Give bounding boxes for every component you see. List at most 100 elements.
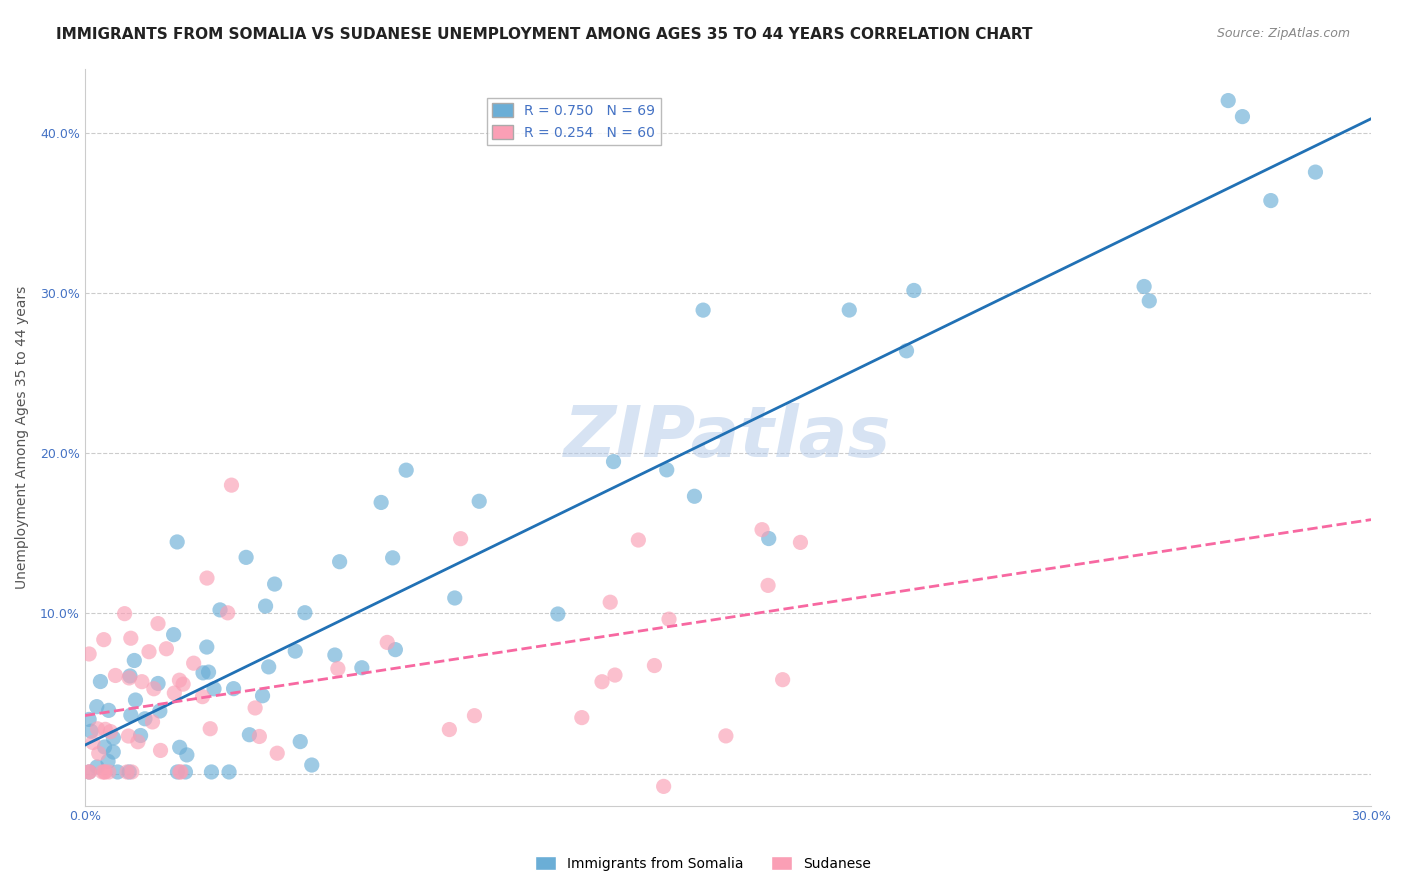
Point — [127, 735, 149, 749]
Point — [183, 656, 205, 670]
Point — [294, 606, 316, 620]
Point — [1218, 94, 1240, 108]
Point — [79, 764, 101, 779]
Point — [221, 478, 243, 492]
Point — [266, 746, 288, 760]
Point — [370, 495, 392, 509]
Point — [191, 690, 214, 704]
Point — [103, 731, 125, 745]
Point — [141, 714, 163, 729]
Point — [117, 729, 139, 743]
Point — [77, 713, 100, 727]
Point — [599, 595, 621, 609]
Point — [107, 764, 129, 779]
Point — [758, 532, 780, 546]
Point — [131, 674, 153, 689]
Point — [174, 764, 197, 779]
Point — [222, 681, 245, 696]
Point — [200, 722, 222, 736]
Point — [217, 606, 239, 620]
Point — [155, 641, 177, 656]
Point — [97, 703, 120, 717]
Point — [591, 674, 613, 689]
Text: ZIPatlas: ZIPatlas — [564, 402, 891, 472]
Point — [103, 745, 125, 759]
Point — [627, 533, 650, 547]
Point — [86, 760, 108, 774]
Point — [284, 644, 307, 658]
Y-axis label: Unemployment Among Ages 35 to 44 years: Unemployment Among Ages 35 to 44 years — [15, 285, 30, 589]
Point — [658, 612, 681, 626]
Point — [468, 494, 491, 508]
Point — [235, 550, 257, 565]
Point — [602, 454, 624, 468]
Point — [384, 642, 406, 657]
Legend: Immigrants from Somalia, Sudanese: Immigrants from Somalia, Sudanese — [530, 850, 876, 876]
Point — [903, 284, 925, 298]
Point — [169, 764, 191, 779]
Point — [683, 489, 706, 503]
Point — [238, 728, 260, 742]
Point — [191, 665, 214, 680]
Point — [772, 673, 794, 687]
Point — [172, 677, 194, 691]
Point — [120, 632, 142, 646]
Point — [254, 599, 277, 613]
Point — [257, 660, 280, 674]
Text: Source: ZipAtlas.com: Source: ZipAtlas.com — [1216, 27, 1350, 40]
Point — [896, 343, 918, 358]
Point — [290, 734, 312, 748]
Point — [118, 671, 141, 685]
Point — [789, 535, 811, 549]
Point — [208, 603, 231, 617]
Point — [166, 535, 188, 549]
Point — [121, 764, 143, 779]
Point — [652, 780, 675, 794]
Point — [243, 701, 266, 715]
Point — [1137, 293, 1160, 308]
Point — [77, 647, 100, 661]
Point — [202, 681, 225, 696]
Point — [169, 740, 191, 755]
Point — [149, 743, 172, 757]
Point — [301, 758, 323, 772]
Point — [97, 754, 120, 768]
Point — [200, 764, 222, 779]
Point — [395, 463, 418, 477]
Point — [381, 550, 404, 565]
Point — [91, 764, 114, 779]
Point — [82, 735, 104, 749]
Point — [163, 686, 186, 700]
Point — [124, 653, 146, 667]
Point — [195, 640, 218, 654]
Point — [89, 674, 111, 689]
Point — [86, 699, 108, 714]
Point — [87, 747, 110, 761]
Point — [375, 635, 398, 649]
Point — [114, 607, 136, 621]
Point — [323, 648, 346, 662]
Point — [162, 627, 184, 641]
Point — [146, 616, 169, 631]
Point — [77, 764, 100, 779]
Point — [118, 764, 141, 779]
Point — [100, 724, 122, 739]
Point — [170, 764, 193, 779]
Point — [350, 661, 373, 675]
Point — [176, 747, 198, 762]
Point — [129, 729, 152, 743]
Point — [149, 704, 172, 718]
Point — [463, 708, 485, 723]
Point — [120, 708, 142, 723]
Point — [146, 676, 169, 690]
Point — [218, 764, 240, 779]
Text: IMMIGRANTS FROM SOMALIA VS SUDANESE UNEMPLOYMENT AMONG AGES 35 TO 44 YEARS CORRE: IMMIGRANTS FROM SOMALIA VS SUDANESE UNEM… — [56, 27, 1033, 42]
Point — [93, 632, 115, 647]
Point — [838, 303, 860, 318]
Point — [692, 303, 714, 318]
Point — [439, 723, 461, 737]
Point — [247, 730, 270, 744]
Point — [263, 577, 285, 591]
Point — [252, 689, 274, 703]
Point — [94, 764, 117, 779]
